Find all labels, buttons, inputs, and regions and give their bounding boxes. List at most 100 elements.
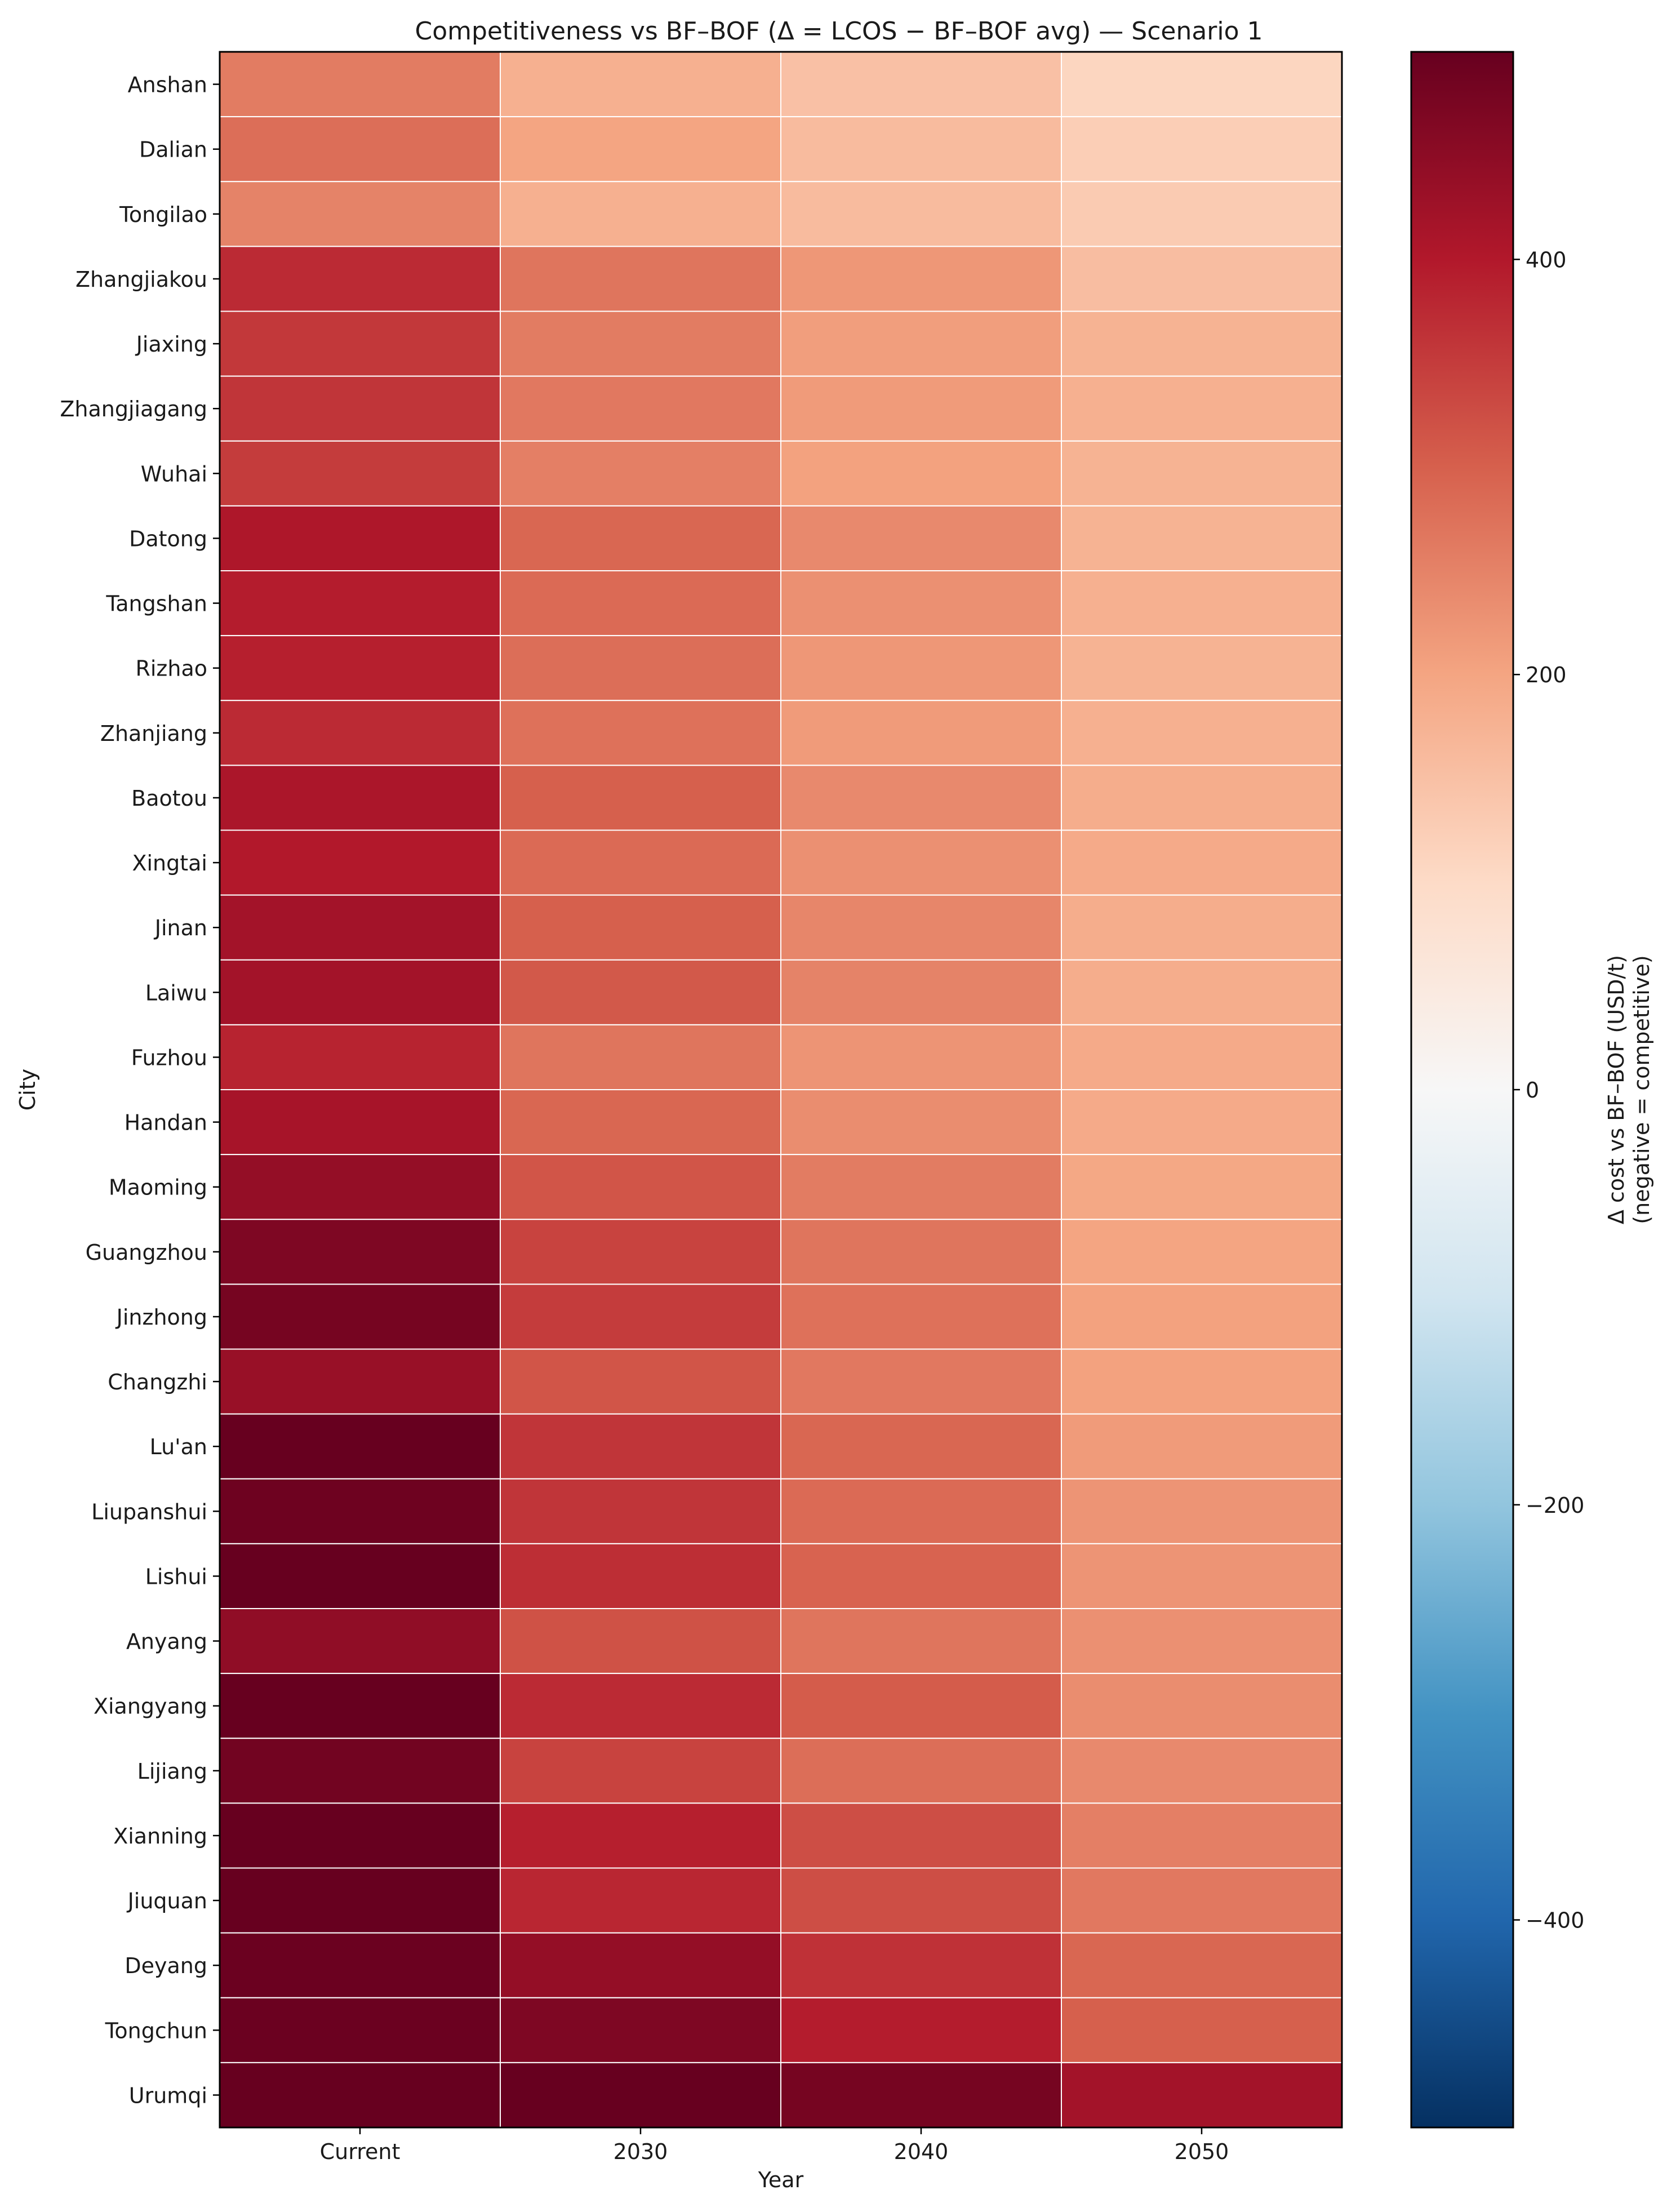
y-tick-label: Zhangjiakou — [75, 267, 207, 292]
y-tick-label: Jiuquan — [127, 1889, 207, 1913]
heatmap-cell — [780, 181, 1062, 247]
heatmap-cell — [219, 51, 501, 118]
heatmap-cell — [219, 1413, 501, 1480]
heatmap-cell — [500, 894, 781, 961]
heatmap-cell — [1061, 1932, 1342, 1998]
y-tick-label: Tangshan — [105, 592, 207, 616]
heatmap-cell — [780, 1219, 1062, 1285]
heatmap-cell — [219, 1867, 501, 1934]
x-tick-label: 2030 — [614, 2139, 668, 2164]
heatmap-cell — [1061, 635, 1342, 701]
heatmap-cell — [1061, 1283, 1342, 1350]
colorbar-gradient — [1410, 51, 1514, 2129]
heatmap-cell — [1061, 700, 1342, 766]
y-tick-label: Deyang — [125, 1953, 207, 1978]
y-tick-label: Dalian — [139, 137, 207, 162]
heatmap-cell — [500, 1154, 781, 1220]
heatmap-cell — [780, 1154, 1062, 1220]
heatmap-cell — [500, 440, 781, 507]
heatmap-cell — [500, 116, 781, 183]
heatmap-cell — [219, 375, 501, 442]
colorbar-tick-label: −400 — [1526, 1908, 1584, 1933]
heatmap-cell — [500, 700, 781, 766]
colorbar-ticks: −400 −200 0 200 400 — [1513, 247, 1584, 1933]
colorbar-tick-label: 400 — [1526, 247, 1567, 272]
heatmap-cell — [500, 1219, 781, 1285]
heatmap-cell — [500, 1543, 781, 1609]
heatmap-cell — [500, 959, 781, 1025]
heatmap-cell — [1061, 570, 1342, 637]
heatmap-cell — [780, 1413, 1062, 1480]
y-tick-label: Wuhai — [141, 461, 207, 486]
colorbar: −400 −200 0 200 400 Δ cost vs BF–BOF (USD/t)… — [1410, 51, 1654, 2129]
heatmap-cell — [780, 375, 1062, 442]
heatmap-cell — [780, 2062, 1062, 2128]
heatmap-cell — [500, 1932, 781, 1998]
y-tick-label: Xiangyang — [94, 1694, 207, 1719]
heatmap-cell — [780, 1867, 1062, 1934]
heatmap-cell — [780, 1802, 1062, 1869]
colorbar-tick-label: −200 — [1526, 1493, 1584, 1518]
y-tick-label: Datong — [129, 526, 207, 551]
y-tick-label: Jiaxing — [135, 332, 207, 357]
heatmap-cell — [219, 1154, 501, 1220]
heatmap-cell — [780, 700, 1062, 766]
heatmap-cell — [219, 505, 501, 571]
heatmap-cell — [219, 181, 501, 247]
y-tick-label: Tongilao — [119, 202, 207, 227]
heatmap-cell — [1061, 1413, 1342, 1480]
heatmap-cell — [780, 765, 1062, 831]
heatmap-cell — [1061, 375, 1342, 442]
heatmap-cell — [780, 1608, 1062, 1674]
heatmap-cell — [500, 829, 781, 896]
heatmap-cell — [780, 570, 1062, 637]
y-tick-label: Laiwu — [145, 980, 207, 1005]
heatmap-cell — [780, 829, 1062, 896]
heatmap-cell — [500, 765, 781, 831]
y-tick-label: Lishui — [145, 1564, 207, 1589]
heatmap-cell — [1061, 51, 1342, 118]
heatmap-cell — [219, 1608, 501, 1674]
y-axis-label: City — [15, 1069, 40, 1111]
x-axis-label: Year — [758, 2167, 804, 2192]
heatmap-cell — [1061, 116, 1342, 183]
heatmap-cell — [780, 51, 1062, 118]
heatmap-cell — [1061, 1089, 1342, 1156]
heatmap-cell — [780, 1673, 1062, 1739]
heatmap-cell — [1061, 1608, 1342, 1674]
heatmap-cell — [780, 635, 1062, 701]
y-tick-label: Lijiang — [137, 1759, 207, 1784]
heatmap-cell — [500, 1802, 781, 1869]
heatmap-cell — [1061, 1154, 1342, 1220]
heatmap-cell — [500, 1413, 781, 1480]
heatmap-cell — [500, 1673, 781, 1739]
heatmap-cell — [219, 635, 501, 701]
heatmap-cell — [1061, 1478, 1342, 1544]
heatmap-cell — [780, 1283, 1062, 1350]
heatmap-cell — [219, 765, 501, 831]
colorbar-label-line2: (negative = competitive) — [1629, 955, 1654, 1224]
heatmap-cell — [219, 1673, 501, 1739]
heatmap-cell — [500, 505, 781, 571]
heatmap-cell — [1061, 894, 1342, 961]
heatmap-cell — [500, 246, 781, 312]
heatmap-cell — [500, 1024, 781, 1090]
y-tick-label: Zhanjiang — [100, 721, 207, 746]
heatmap-cell — [500, 1089, 781, 1156]
heatmap-cell — [500, 1608, 781, 1674]
y-tick-label: Urumqi — [129, 2083, 207, 2108]
heatmap-cell — [219, 1348, 501, 1415]
plot-frame — [219, 51, 1343, 2129]
heatmap-cell — [780, 959, 1062, 1025]
y-tick-label: Xianning — [113, 1824, 207, 1849]
heatmap-cell — [500, 1867, 781, 1934]
y-tick-label: Jinzhong — [115, 1305, 207, 1330]
heatmap-cell — [1061, 310, 1342, 377]
heatmap-cell — [1061, 1867, 1342, 1934]
heatmap-cell — [219, 1478, 501, 1544]
heatmap-cell — [219, 1738, 501, 1804]
heatmap-cell — [780, 894, 1062, 961]
heatmap-cell — [219, 570, 501, 637]
heatmap-cell — [500, 1997, 781, 2063]
